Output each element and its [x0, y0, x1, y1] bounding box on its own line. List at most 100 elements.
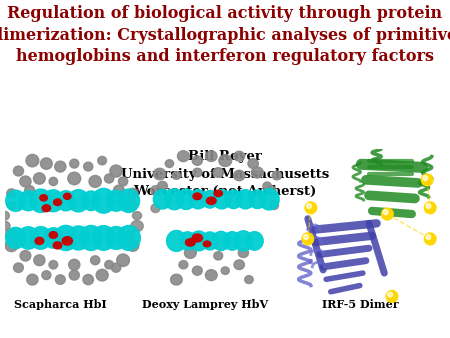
Circle shape — [117, 225, 140, 250]
Ellipse shape — [14, 166, 23, 176]
Ellipse shape — [34, 255, 45, 266]
Ellipse shape — [0, 221, 10, 231]
Ellipse shape — [96, 269, 108, 281]
Ellipse shape — [234, 170, 245, 181]
Ellipse shape — [245, 275, 253, 284]
Circle shape — [118, 189, 140, 212]
Circle shape — [82, 191, 100, 211]
Circle shape — [19, 191, 37, 211]
Circle shape — [56, 191, 75, 211]
Ellipse shape — [55, 275, 65, 284]
Circle shape — [246, 232, 263, 250]
Ellipse shape — [69, 259, 80, 270]
Circle shape — [213, 190, 231, 209]
Circle shape — [202, 232, 218, 250]
Circle shape — [234, 231, 253, 251]
Ellipse shape — [112, 263, 121, 272]
Ellipse shape — [5, 239, 18, 251]
Circle shape — [426, 235, 431, 240]
Ellipse shape — [192, 234, 202, 242]
Text: Regulation of biological activity through protein
dimerization: Crystallographic: Regulation of biological activity throug… — [0, 5, 450, 65]
Ellipse shape — [213, 168, 224, 177]
Ellipse shape — [219, 155, 232, 167]
Ellipse shape — [42, 271, 51, 280]
Ellipse shape — [206, 151, 217, 162]
Circle shape — [189, 231, 208, 251]
Circle shape — [306, 203, 311, 209]
Circle shape — [68, 190, 89, 212]
Circle shape — [6, 190, 26, 211]
Ellipse shape — [270, 201, 279, 210]
Ellipse shape — [153, 168, 166, 180]
Ellipse shape — [20, 250, 31, 261]
Ellipse shape — [214, 190, 222, 197]
Circle shape — [225, 190, 242, 209]
Circle shape — [30, 189, 52, 213]
Ellipse shape — [151, 204, 160, 213]
Ellipse shape — [98, 156, 107, 165]
Circle shape — [105, 226, 127, 249]
Circle shape — [189, 190, 207, 209]
Ellipse shape — [165, 160, 174, 168]
Ellipse shape — [34, 173, 45, 184]
Ellipse shape — [252, 167, 263, 178]
Circle shape — [202, 191, 218, 208]
Ellipse shape — [25, 186, 35, 195]
Ellipse shape — [263, 182, 271, 190]
Ellipse shape — [0, 211, 9, 220]
Circle shape — [236, 190, 254, 209]
Ellipse shape — [127, 240, 139, 251]
Ellipse shape — [110, 165, 122, 177]
Ellipse shape — [192, 156, 202, 165]
Ellipse shape — [272, 171, 282, 180]
Ellipse shape — [171, 274, 182, 285]
Circle shape — [224, 232, 241, 250]
Circle shape — [424, 202, 436, 214]
Ellipse shape — [49, 261, 58, 269]
Circle shape — [421, 174, 433, 186]
Circle shape — [305, 202, 317, 214]
Circle shape — [54, 225, 78, 250]
Ellipse shape — [131, 221, 143, 232]
Ellipse shape — [7, 189, 16, 198]
Text: Bill Royer
University of Massachusetts
Worcester (not Amherst): Bill Royer University of Massachusetts W… — [121, 150, 329, 198]
Ellipse shape — [20, 176, 31, 187]
Ellipse shape — [185, 239, 195, 246]
Ellipse shape — [104, 174, 114, 183]
Circle shape — [92, 226, 115, 250]
Circle shape — [92, 188, 115, 213]
Ellipse shape — [118, 177, 128, 186]
Circle shape — [424, 233, 436, 245]
Text: Deoxy Lamprey HbV: Deoxy Lamprey HbV — [142, 299, 268, 310]
Ellipse shape — [248, 159, 258, 168]
Circle shape — [303, 235, 308, 240]
Circle shape — [426, 203, 431, 209]
Ellipse shape — [35, 237, 44, 244]
Ellipse shape — [158, 181, 167, 191]
Circle shape — [165, 189, 184, 210]
Ellipse shape — [105, 261, 113, 269]
Circle shape — [44, 228, 63, 248]
Ellipse shape — [193, 193, 202, 200]
Ellipse shape — [49, 232, 58, 238]
Circle shape — [177, 189, 196, 210]
Ellipse shape — [177, 151, 189, 162]
Circle shape — [18, 227, 39, 249]
Circle shape — [6, 227, 26, 248]
Circle shape — [67, 226, 90, 250]
Circle shape — [302, 233, 314, 245]
Ellipse shape — [84, 162, 93, 171]
Ellipse shape — [238, 248, 248, 258]
Ellipse shape — [172, 172, 180, 179]
Ellipse shape — [132, 212, 142, 220]
Ellipse shape — [69, 270, 79, 280]
Ellipse shape — [55, 161, 66, 172]
Ellipse shape — [221, 267, 230, 274]
Ellipse shape — [40, 195, 47, 201]
Circle shape — [383, 210, 388, 215]
Text: Scapharca HbI: Scapharca HbI — [14, 299, 107, 310]
Ellipse shape — [62, 237, 72, 245]
Circle shape — [382, 208, 393, 220]
Ellipse shape — [151, 186, 160, 195]
Circle shape — [79, 225, 103, 250]
